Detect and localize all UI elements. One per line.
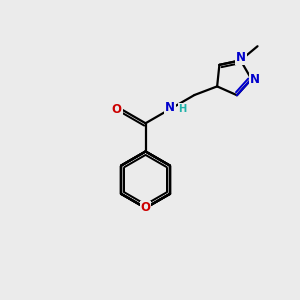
Text: O: O	[112, 103, 122, 116]
Text: H: H	[178, 104, 187, 114]
Text: O: O	[140, 202, 151, 214]
Text: N: N	[236, 51, 246, 64]
Text: N: N	[250, 74, 260, 86]
Text: N: N	[165, 101, 175, 114]
